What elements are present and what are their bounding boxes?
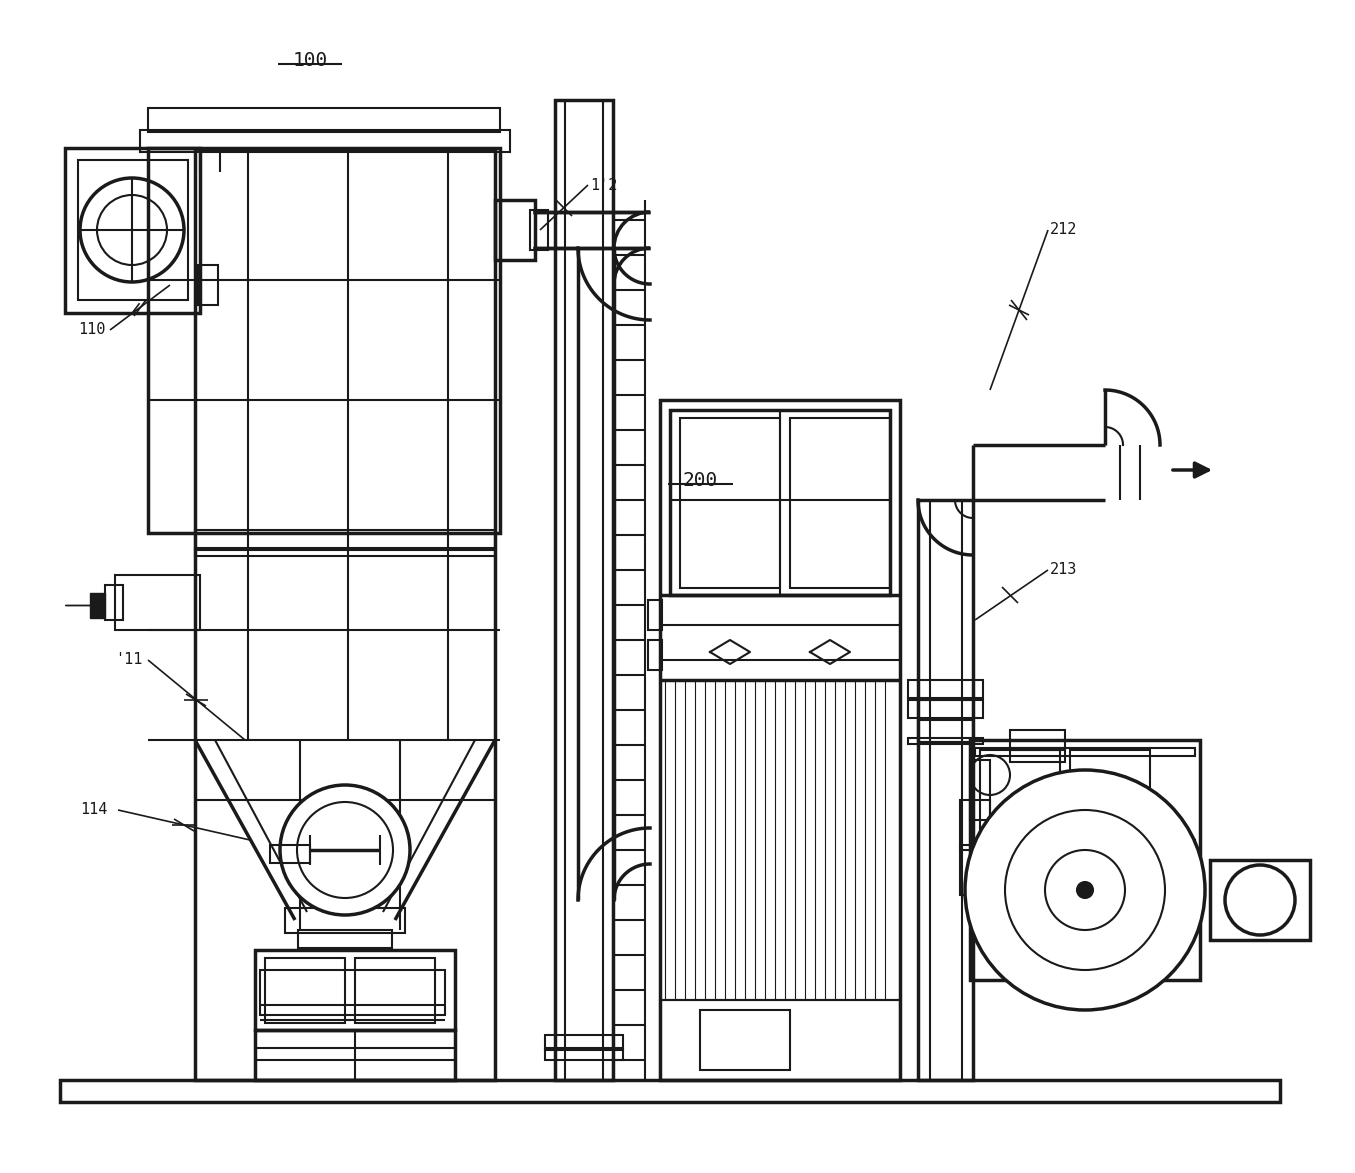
Bar	[648, 601, 663, 630]
Circle shape	[280, 785, 411, 915]
Bar	[545, 1035, 623, 1050]
Bar	[648, 640, 663, 670]
Bar	[298, 930, 392, 948]
Bar	[115, 575, 201, 630]
Bar	[255, 1030, 455, 1080]
Bar	[908, 680, 982, 698]
Bar	[970, 760, 991, 820]
Circle shape	[1225, 865, 1295, 935]
Bar	[1070, 750, 1150, 840]
Bar	[195, 150, 495, 1080]
Bar	[1009, 730, 1065, 750]
Bar	[266, 958, 346, 1023]
Bar	[79, 160, 188, 300]
Bar	[680, 418, 780, 588]
Bar	[917, 700, 973, 743]
Bar	[1009, 748, 1065, 762]
Bar	[260, 970, 444, 1015]
Bar	[495, 201, 535, 260]
Bar	[255, 950, 455, 1030]
Circle shape	[1005, 811, 1165, 970]
Bar	[959, 845, 991, 895]
Circle shape	[1045, 850, 1125, 930]
Bar	[976, 748, 1195, 757]
Bar	[701, 1010, 790, 1070]
Bar	[790, 418, 890, 588]
Text: 200: 200	[683, 472, 718, 490]
Circle shape	[965, 769, 1205, 1010]
Bar	[660, 1001, 900, 1080]
Bar	[917, 500, 973, 1080]
Bar	[270, 845, 310, 863]
Bar	[355, 958, 435, 1023]
Bar	[980, 750, 1060, 840]
Bar	[148, 148, 500, 533]
Bar	[195, 530, 495, 550]
Text: 110: 110	[79, 323, 106, 338]
Bar	[530, 210, 547, 250]
Bar	[140, 130, 509, 152]
Bar	[198, 265, 218, 305]
Bar	[908, 700, 982, 718]
Bar	[976, 840, 1195, 848]
Bar	[917, 720, 973, 743]
Bar	[104, 585, 123, 621]
Bar	[195, 548, 495, 556]
Bar	[556, 100, 612, 1080]
Text: 100: 100	[293, 50, 328, 70]
Text: 114: 114	[80, 802, 107, 818]
Bar	[65, 148, 201, 313]
Bar	[959, 800, 991, 850]
Text: 213: 213	[1050, 563, 1077, 577]
Polygon shape	[65, 594, 104, 618]
Circle shape	[1077, 882, 1093, 899]
Bar	[908, 738, 982, 744]
Bar	[1210, 860, 1310, 940]
Bar	[285, 908, 405, 933]
Bar	[660, 400, 900, 1080]
Bar	[970, 740, 1201, 979]
Bar	[60, 1080, 1280, 1101]
Text: 212: 212	[1050, 223, 1077, 237]
Bar	[545, 1047, 623, 1060]
Bar	[148, 108, 500, 133]
Text: '11: '11	[115, 652, 142, 667]
Bar	[669, 411, 890, 595]
Text: 1'2: 1'2	[589, 177, 618, 192]
